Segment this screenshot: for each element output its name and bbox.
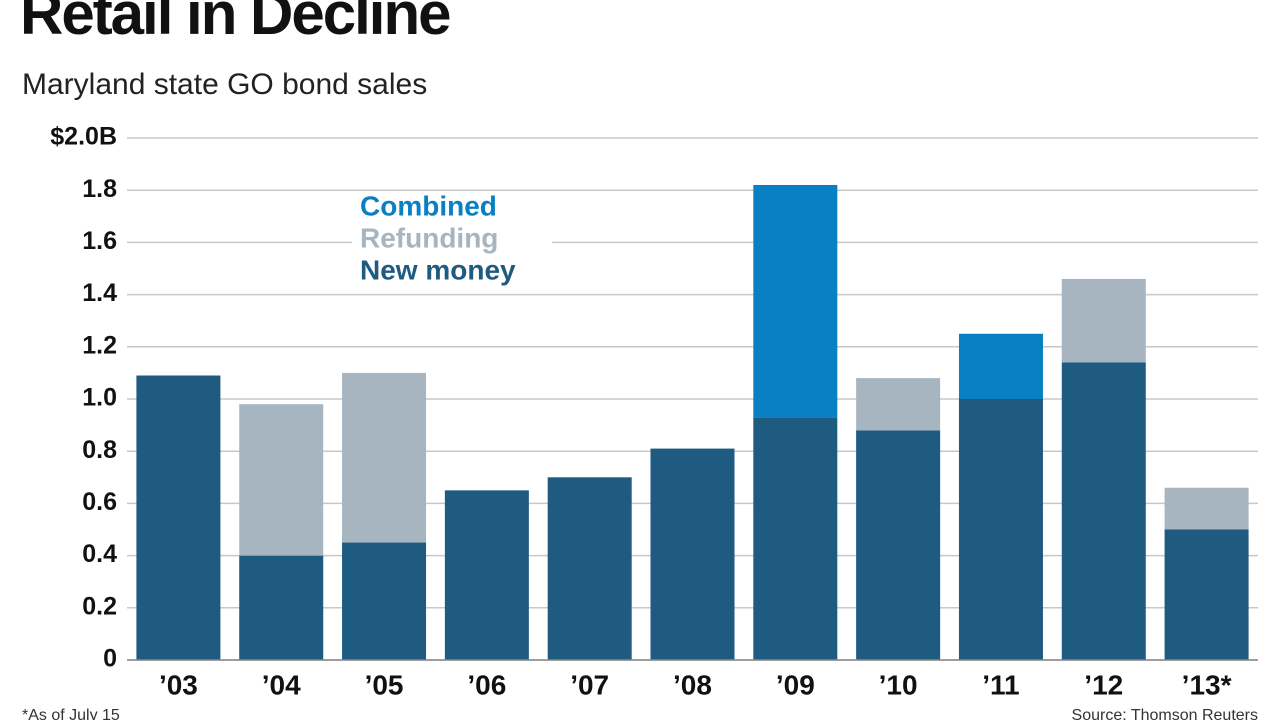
bar-segment <box>136 375 221 660</box>
bar-segment <box>650 448 735 660</box>
x-tick-label: ’08 <box>673 669 712 700</box>
bar-segment <box>239 555 324 660</box>
bar-segment <box>342 542 427 660</box>
y-tick-label: 0.4 <box>82 540 117 568</box>
bar-segment <box>1164 529 1249 660</box>
y-tick-label: 1.8 <box>82 175 117 203</box>
x-tick-label: ’05 <box>365 669 404 700</box>
y-tick-label: 0.8 <box>82 436 117 464</box>
source: Source: Thomson Reuters <box>1072 707 1258 720</box>
x-tick-label: ’04 <box>262 669 301 700</box>
bar-segment <box>753 184 838 418</box>
footnote: *As of July 15 <box>22 707 120 720</box>
bar-segment <box>856 378 941 431</box>
bar-segment <box>1061 278 1146 363</box>
x-tick-label: ’10 <box>879 669 918 700</box>
bar-segment <box>239 404 324 556</box>
y-tick-label: 0 <box>103 645 117 673</box>
y-tick-label: 0.2 <box>82 592 117 620</box>
bar-segment <box>753 417 838 660</box>
bar-segment <box>1061 362 1146 660</box>
bar-segment <box>444 490 529 660</box>
x-tick-label: ’13* <box>1182 669 1232 700</box>
legend-label: Combined <box>360 190 497 221</box>
bar-segment <box>958 333 1043 399</box>
x-tick-label: ’06 <box>467 669 506 700</box>
bar-segment <box>1164 487 1249 530</box>
y-tick-label: 1.0 <box>82 384 117 412</box>
bar-segment <box>958 399 1043 660</box>
x-tick-label: ’03 <box>159 669 198 700</box>
legend-bg <box>352 192 552 222</box>
legend-label: New money <box>360 254 516 285</box>
legend-label: Refunding <box>360 222 498 253</box>
legend-bg <box>352 224 552 254</box>
bar-segment <box>342 372 427 543</box>
bar-segment <box>856 430 941 660</box>
legend-bg <box>352 256 552 286</box>
y-tick-label: $2.0B <box>50 123 117 151</box>
x-tick-label: ’09 <box>776 669 815 700</box>
x-tick-label: ’07 <box>570 669 609 700</box>
bar-segment <box>547 477 632 660</box>
x-tick-label: ’11 <box>982 669 1019 700</box>
y-tick-label: 1.2 <box>82 331 117 359</box>
y-tick-label: 0.6 <box>82 488 117 516</box>
y-tick-label: 1.4 <box>82 279 117 307</box>
y-tick-label: 1.6 <box>82 227 117 255</box>
chart-title: Retail in Decline <box>20 0 450 47</box>
x-tick-label: ’12 <box>1084 669 1123 700</box>
chart-subtitle: Maryland state GO bond sales <box>22 68 427 101</box>
